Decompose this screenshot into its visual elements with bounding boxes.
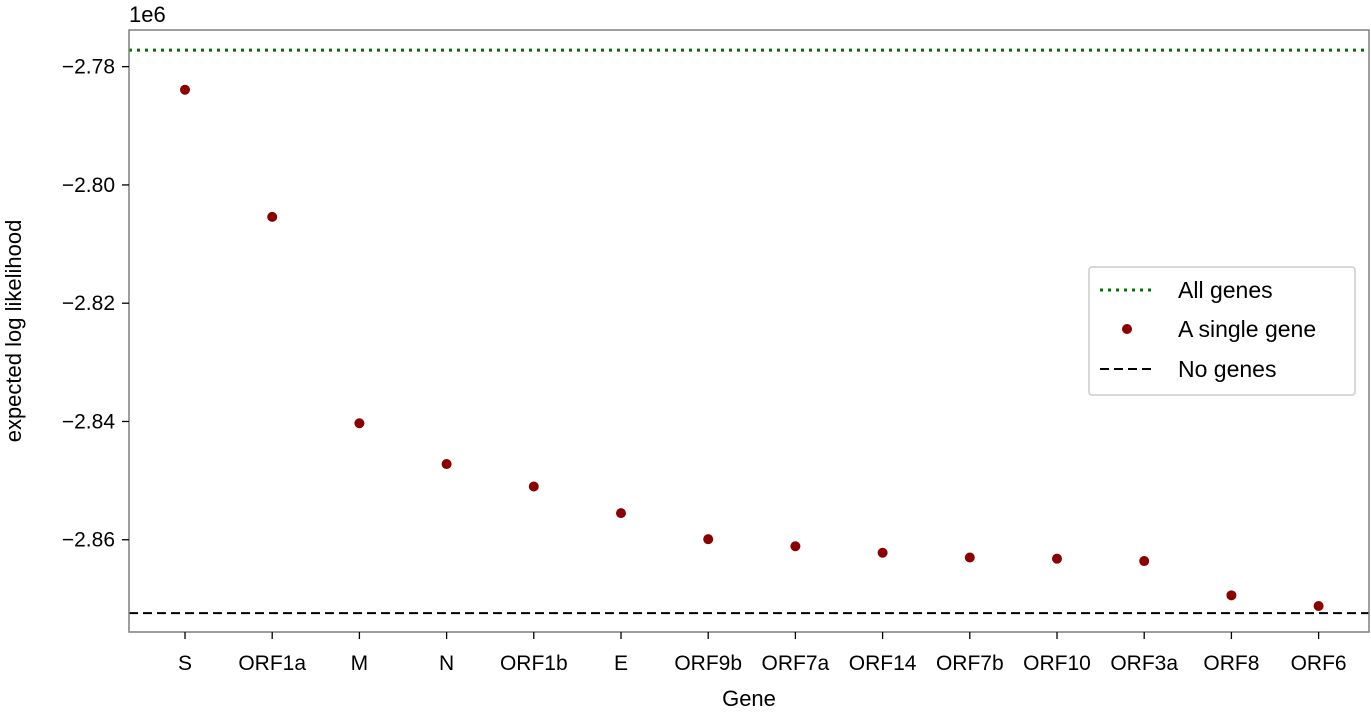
x-axis-label: Gene [722, 686, 776, 711]
point-orf9b [703, 534, 714, 545]
x-tick-label-orf7b: ORF7b [936, 652, 1004, 675]
point-orf6 [1313, 600, 1324, 611]
legend-all-genes-label: All genes [1178, 277, 1273, 303]
x-tick-label-orf9b: ORF9b [674, 652, 742, 675]
x-tick-label-orf14: ORF14 [849, 652, 917, 675]
legend-single-gene-label: A single gene [1178, 316, 1316, 342]
point-orf7b [964, 552, 975, 563]
x-axis: S ORF1a M N ORF1b E ORF9b ORF7a ORF14 ORF7b ORF10 O… [178, 632, 1347, 675]
reference-lines [129, 48, 1369, 615]
x-tick-label-orf1a: ORF1a [238, 652, 306, 675]
x-tick-label-orf1b: ORF1b [500, 652, 568, 675]
x-tick-label-orf3a: ORF3a [1110, 652, 1178, 675]
point-orf7a [790, 541, 801, 552]
point-orf14 [877, 547, 888, 558]
y-tick-label: −2.78 [62, 56, 115, 79]
y-tick-label: −2.84 [62, 410, 115, 433]
y-tick-label: −2.86 [62, 529, 115, 552]
point-orf1b [528, 481, 539, 492]
data-points [180, 84, 1324, 611]
point-n [441, 459, 452, 470]
y-tick-label: −2.80 [62, 174, 115, 197]
x-tick-label-orf10: ORF10 [1023, 652, 1091, 675]
point-s [180, 84, 190, 95]
x-tick-label-s: S [178, 652, 192, 675]
point-m [354, 418, 365, 429]
legend-single-gene-swatch [1122, 324, 1132, 334]
x-tick-label-e: E [614, 652, 628, 675]
x-tick-label-orf8: ORF8 [1203, 652, 1259, 675]
point-orf10 [1052, 553, 1062, 564]
y-scale-label: 1e6 [129, 2, 166, 27]
y-axis-label: expected log likelihood [1, 220, 26, 443]
y-tick-label: −2.82 [62, 292, 115, 315]
point-orf8 [1226, 590, 1237, 601]
legend-no-genes-label: No genes [1178, 356, 1276, 382]
plot-frame [128, 29, 1370, 633]
x-tick-label-m: M [351, 652, 369, 675]
legend-box [1088, 266, 1356, 396]
x-tick-label-orf7a: ORF7a [762, 652, 830, 675]
point-e [616, 508, 626, 519]
point-orf3a [1139, 556, 1150, 567]
legend: All genes A single gene No genes [1088, 266, 1356, 396]
x-tick-label-n: N [439, 652, 454, 675]
y-axis: −2.78 −2.80 −2.82 −2.84 −2.86 [62, 56, 129, 552]
point-orf1a [267, 211, 278, 222]
x-tick-label-orf6: ORF6 [1291, 652, 1347, 675]
